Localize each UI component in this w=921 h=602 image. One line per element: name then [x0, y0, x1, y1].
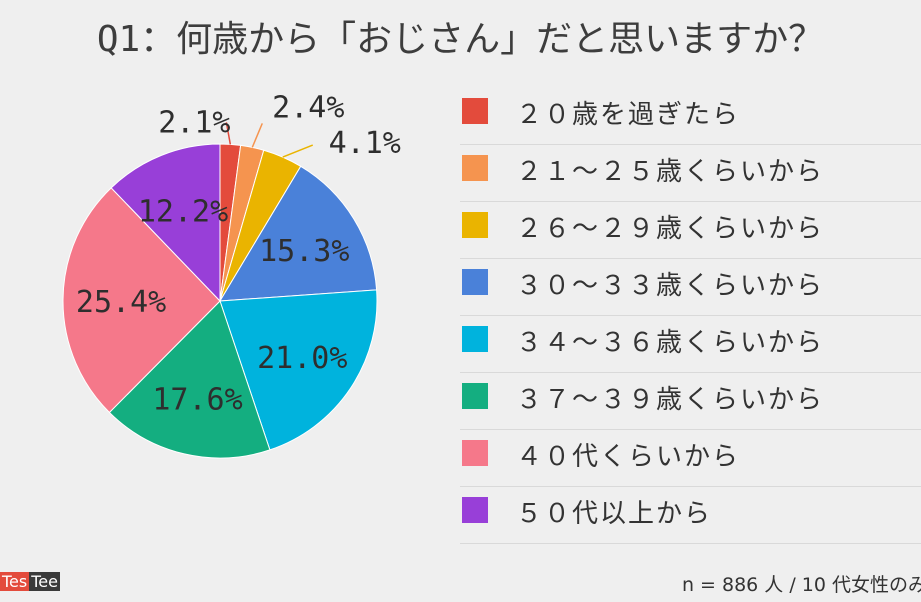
pie-slice — [219, 289, 378, 451]
legend-label: ２１〜２５歳くらいから — [516, 157, 825, 187]
legend-item: ３７〜３９歳くらいから — [460, 373, 921, 430]
legend-item: ５０代以上から — [460, 487, 921, 544]
legend-item: ４０代くらいから — [460, 430, 921, 487]
brand-part-1: Tes — [0, 572, 30, 591]
legend-label: ３７〜３９歳くらいから — [516, 385, 825, 415]
pie-data-label: 4.1% — [329, 126, 401, 161]
label-leader-line — [225, 122, 232, 145]
pie-slice — [219, 165, 378, 302]
legend-item: ３０〜３３歳くらいから — [460, 259, 921, 316]
pie-data-label: 2.1% — [158, 105, 230, 140]
legend-swatch — [462, 497, 488, 523]
legend-item: ２１〜２５歳くらいから — [460, 145, 921, 202]
legend-label: ３４〜３６歳くらいから — [516, 328, 825, 358]
legend-label: ４０代くらいから — [516, 442, 741, 472]
legend-swatch — [462, 98, 488, 124]
legend-item: ２０歳を過ぎたら — [460, 88, 921, 145]
legend-item: ３４〜３６歳くらいから — [460, 316, 921, 373]
pie-data-label: 21.0% — [257, 341, 347, 376]
legend-item: ２６〜２９歳くらいから — [460, 202, 921, 259]
pie-data-label: 17.6% — [152, 382, 242, 417]
brand-part-2: Tee — [29, 572, 60, 591]
label-leader-line — [282, 144, 314, 158]
legend-label: ５０代以上から — [516, 499, 713, 529]
chart-legend: ２０歳を過ぎたら ２１〜２５歳くらいから ２６〜２９歳くらいから ３０〜３３歳くらいか… — [460, 88, 921, 544]
legend-label: ２６〜２９歳くらいから — [516, 214, 825, 244]
legend-swatch — [462, 383, 488, 409]
pie-data-label: 2.4% — [272, 90, 344, 125]
pie-data-label: 12.2% — [138, 194, 228, 229]
pie-data-label: 15.3% — [259, 234, 349, 269]
pie-slice — [110, 143, 221, 303]
legend-swatch — [462, 155, 488, 181]
legend-swatch — [462, 326, 488, 352]
legend-swatch — [462, 212, 488, 238]
pie-slice — [62, 187, 221, 414]
pie-data-label: 25.4% — [76, 285, 166, 320]
legend-label: ２０歳を過ぎたら — [516, 100, 741, 130]
chart-title: Q1：何歳から「おじさん」だと思いますか？ — [96, 19, 825, 60]
legend-swatch — [462, 440, 488, 466]
brand-logo: Tes Tee — [0, 572, 60, 591]
pie-chart: 2.1% 2.4%4.1% 15.3% 21.0% 17.6% 25.4% 12.2% — [62, 90, 401, 459]
sample-size-note: n = 886 人 / 10 代女性のみ — [681, 574, 921, 596]
pie-slice — [108, 300, 271, 459]
label-leader-line — [251, 123, 263, 148]
legend-label: ３０〜３３歳くらいから — [516, 271, 825, 301]
legend-swatch — [462, 269, 488, 295]
